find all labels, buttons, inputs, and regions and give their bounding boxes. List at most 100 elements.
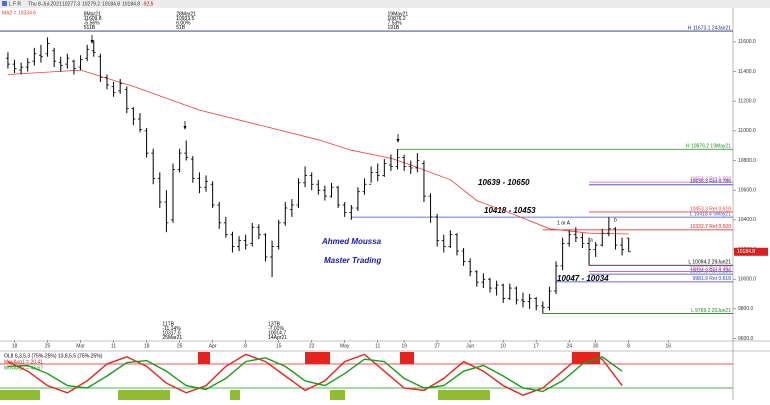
trough-label: -7.01% <box>268 326 284 332</box>
arrow <box>183 121 187 130</box>
x-tick-label: 11 <box>111 343 116 349</box>
osc-box <box>572 352 600 364</box>
osc-box <box>198 352 210 364</box>
y-tick-label: 10600.0 <box>738 188 756 194</box>
peak-label: 51B <box>176 25 186 31</box>
osc-box <box>305 352 330 364</box>
peak-label: 8Mar21 <box>84 11 101 17</box>
osc-boxes <box>0 352 600 400</box>
trough-label: 11TB <box>162 321 174 327</box>
toolbar-low: 10184.8 <box>102 1 120 7</box>
peak-label: 10876.2 <box>388 16 406 22</box>
x-tick-label: 25 <box>177 343 183 349</box>
peak-label: -5.56% <box>84 20 100 26</box>
level-label: 9981.9 Ret 0.618 <box>693 276 732 282</box>
last-price-label: 10184.8 <box>737 249 755 255</box>
toolbar-high: 10279.2 <box>82 1 100 7</box>
x-tick-label: 30 <box>593 343 599 349</box>
y-tick-label: 10000.0 <box>738 277 756 283</box>
trough-label: 10317.0 <box>162 330 180 336</box>
x-tick-label: 8 <box>627 343 630 349</box>
signature: Master Trading <box>324 256 381 265</box>
level-label: L 9769.2 20Jun21 <box>691 308 731 314</box>
annotation: 10047 - 10034 <box>557 274 609 283</box>
osc-title: OL8 6,3,5,3 (75%-25%) 13,8,5,5 (75%-25%) <box>4 353 103 359</box>
x-tick-label: 17 <box>533 343 539 349</box>
x-tick-label: 24 <box>566 343 572 349</box>
trough-label: 13TB <box>268 321 281 327</box>
legend-entry: MovAvg1 = 20.41 <box>4 359 43 365</box>
level-label: L 10094.2 29Jun21 <box>688 260 731 266</box>
y-tick-label: 9600.0 <box>738 336 754 342</box>
annotation: 10639 - 10650 <box>478 178 530 187</box>
trough-label: -11.14% <box>162 326 181 332</box>
x-tick-label: May <box>340 343 350 349</box>
y-tick-label: 9800.0 <box>738 306 754 312</box>
arrow <box>90 35 94 44</box>
wave-label: b <box>614 217 617 223</box>
osc-line <box>7 353 623 396</box>
y-tick-label: 10800.0 <box>738 158 756 164</box>
trough-label: 10014.7 <box>268 330 286 336</box>
osc-box <box>0 390 40 400</box>
y-tick-label: 11400.0 <box>738 69 756 75</box>
toolbar-open: 10277.3 <box>62 1 80 7</box>
ma-label: MA2 = 10334.6 <box>2 10 36 16</box>
last-price-box <box>734 247 768 256</box>
level-label: H 10876.2 19May21 <box>686 144 731 150</box>
peak-label: 19May21 <box>388 11 409 17</box>
x-tick-label: 19 <box>401 343 407 349</box>
osc-box <box>438 390 490 400</box>
annotation: 10418 - 10453 <box>484 206 536 215</box>
wave-label: a <box>590 237 593 243</box>
x-tick-label: 18 <box>144 343 150 349</box>
level-label: H 11673.1 24Jan21 <box>688 25 731 31</box>
peak-label: 10933.5 <box>176 16 194 22</box>
level-label: 10052.2 Ret 0.382 <box>690 266 731 272</box>
x-tick-label: 27 <box>434 343 440 349</box>
x-tick-label: 15 <box>276 343 282 349</box>
peak-label: 191B <box>388 25 400 31</box>
y-tick-label: 11600.0 <box>738 39 756 45</box>
x-tick-label: Apr <box>209 343 217 349</box>
osc-box <box>400 352 414 364</box>
x-tick-label: 8 <box>244 343 247 349</box>
x-tick-label: 18 <box>12 343 18 349</box>
x-tick-label: 22 <box>309 343 315 349</box>
toolbar-icon[interactable] <box>2 1 7 6</box>
level-label: 10636.3 Ret 0.786 <box>690 179 731 185</box>
osc-box <box>330 390 345 400</box>
y-tick-label: 11000.0 <box>738 128 756 134</box>
y-tick-label: 10400.0 <box>738 217 756 223</box>
level-label: 10332.7 Ret 0.500 <box>690 224 731 230</box>
peak-label: 28Mar21 <box>176 11 196 17</box>
level-label: 10034.3 Ret 0.236 <box>690 268 731 274</box>
x-tick-label: Jun <box>466 343 474 349</box>
arrow <box>396 134 400 143</box>
level-label: L 10418.4 5May21 <box>690 211 731 217</box>
toolbar-close: 10184.8 <box>122 1 140 7</box>
signature: Ahmed Moussa <box>321 237 382 246</box>
toolbar <box>0 0 770 8</box>
peak-label: 11609.8 <box>84 16 102 22</box>
x-tick-label: Mar <box>76 343 85 349</box>
y-tick-label: 11200.0 <box>738 99 756 105</box>
trough-label: 14Apr21 <box>268 335 287 341</box>
level-label: 10453.3 Ret 0.618 <box>690 206 731 212</box>
peak-label: 511B <box>84 25 96 31</box>
wave-label: 1 or A <box>557 220 571 226</box>
toolbar-icons[interactable]: L F R <box>9 1 21 7</box>
trough-label: 25Mar21 <box>162 335 182 341</box>
x-tick-label: 16 <box>666 343 672 349</box>
arrows <box>90 35 400 143</box>
peak-label: 7.53% <box>388 20 403 26</box>
osc-box <box>118 390 170 400</box>
toolbar-date: Thu 8-Jul-2021 <box>28 1 62 7</box>
legend-entry: MovAvg2 = 43.67 <box>4 365 43 371</box>
x-tick-label: 10 <box>500 343 506 349</box>
x-tick-label: 25 <box>45 343 51 349</box>
toolbar-change: -92.5 <box>142 1 154 7</box>
peak-label: 6.00% <box>176 20 191 26</box>
